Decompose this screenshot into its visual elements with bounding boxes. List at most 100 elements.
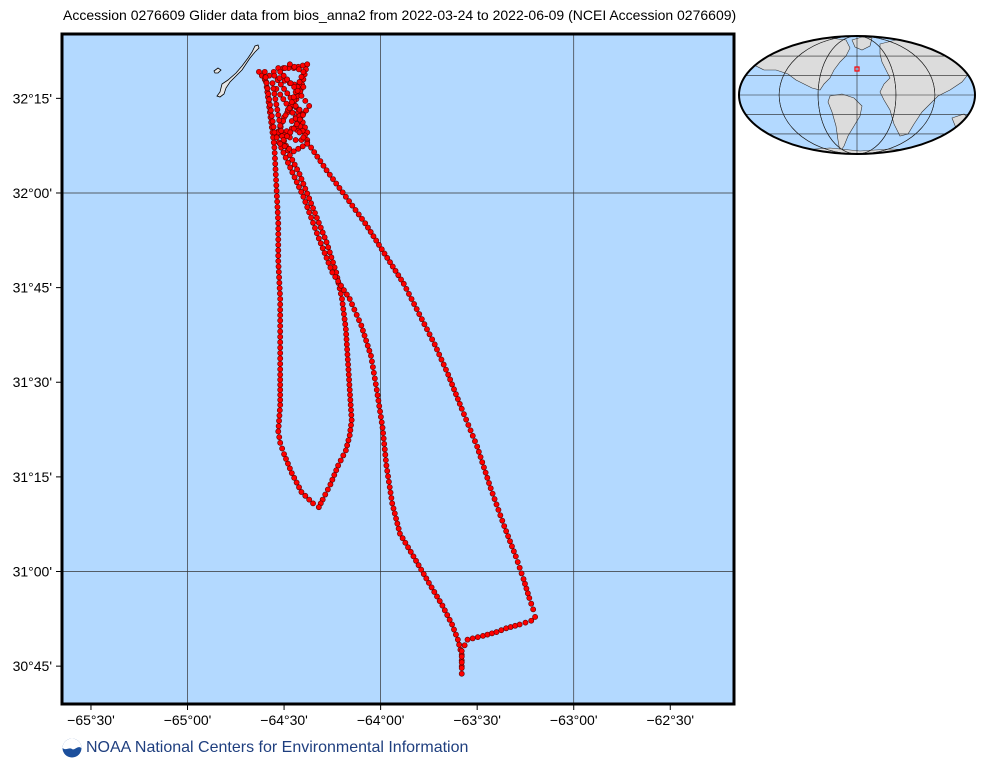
track-point <box>512 553 519 560</box>
track-point <box>311 149 318 156</box>
track-point <box>344 442 351 449</box>
track-point <box>273 187 280 194</box>
track-point <box>292 103 299 109</box>
track-point <box>277 344 284 351</box>
track-point <box>424 326 430 333</box>
y-tick-label: 31°15' <box>13 469 52 485</box>
track-point <box>300 84 307 90</box>
track-point <box>313 230 320 237</box>
track-point <box>397 530 403 537</box>
track-point <box>277 317 284 324</box>
track-point <box>319 229 326 236</box>
track-point <box>277 91 284 98</box>
track-point <box>523 585 530 592</box>
track-point <box>277 439 284 446</box>
track-point <box>356 317 362 324</box>
track-point <box>277 296 284 302</box>
track-point <box>321 234 328 241</box>
track-point <box>458 653 465 660</box>
track-point <box>315 235 322 242</box>
track-point <box>275 214 281 221</box>
track-point <box>418 566 425 573</box>
track-point <box>267 101 273 108</box>
track-point <box>271 144 278 151</box>
track-point <box>469 432 476 439</box>
track-point <box>346 386 353 393</box>
track-point <box>282 154 289 161</box>
track-point <box>332 273 339 280</box>
track-point <box>528 600 535 607</box>
track-point <box>352 207 359 213</box>
track-point <box>337 457 344 464</box>
track-point <box>369 358 375 365</box>
track-point <box>323 167 330 174</box>
track-point <box>275 428 282 435</box>
track-point <box>290 94 297 100</box>
track-point <box>382 457 389 464</box>
track-point <box>524 590 531 597</box>
track-point <box>398 276 404 283</box>
track-point <box>277 140 284 147</box>
track-point <box>377 408 383 415</box>
track-point <box>361 332 368 339</box>
track-point <box>347 402 354 408</box>
track-point <box>272 166 279 173</box>
glider-track <box>256 61 539 677</box>
track-point <box>395 272 402 279</box>
track-point <box>277 339 284 346</box>
track-point <box>296 484 302 491</box>
y-axis: 32°15' 32°00' 31°45' 31°30' 31°15' 31°00' 30°4… <box>13 90 62 674</box>
track-point <box>353 311 360 318</box>
track-point <box>391 510 398 517</box>
y-tick-label: 31°45' <box>13 280 52 296</box>
track-point <box>475 448 482 455</box>
track-point <box>270 139 277 146</box>
track-point <box>381 446 388 453</box>
footer-text: NOAA National Centers for Environmental … <box>86 739 469 756</box>
track-point <box>358 322 365 329</box>
track-point <box>289 156 296 163</box>
track-point <box>276 417 282 424</box>
track-point <box>269 118 276 125</box>
track-point <box>445 371 452 378</box>
track-point <box>294 166 301 173</box>
track-point <box>343 336 350 343</box>
y-tick-label: 32°15' <box>13 90 52 106</box>
track-point <box>453 631 459 638</box>
track-point <box>314 153 321 160</box>
track-point <box>274 198 281 205</box>
track-point <box>464 636 471 643</box>
track-point <box>281 451 287 458</box>
track-point <box>370 233 377 240</box>
track-point <box>482 469 489 476</box>
track-point <box>291 161 298 168</box>
track-point <box>312 210 318 216</box>
track-point <box>369 364 376 371</box>
track-point <box>275 241 282 248</box>
track-point <box>304 61 311 68</box>
track-point <box>317 240 324 247</box>
track-point <box>276 274 283 281</box>
track-point <box>465 422 472 428</box>
track-point <box>277 402 284 408</box>
track-point <box>295 145 302 152</box>
track-point <box>425 579 432 586</box>
track-point <box>276 75 283 82</box>
track-point <box>330 176 336 183</box>
track-point <box>351 306 358 313</box>
track-point <box>444 612 451 618</box>
track-point <box>256 68 262 75</box>
track-point <box>274 204 281 210</box>
track-point <box>284 133 290 140</box>
track-point <box>429 336 436 343</box>
track-point <box>329 269 336 276</box>
y-tick-label: 32°00' <box>13 185 52 201</box>
track-point <box>514 559 521 565</box>
track-point <box>368 352 374 359</box>
y-tick-label: 31°30' <box>13 374 52 390</box>
track-point <box>280 72 287 79</box>
track-point <box>324 486 331 493</box>
track-point <box>348 417 355 424</box>
track-point <box>280 137 287 143</box>
track-point <box>456 400 463 407</box>
